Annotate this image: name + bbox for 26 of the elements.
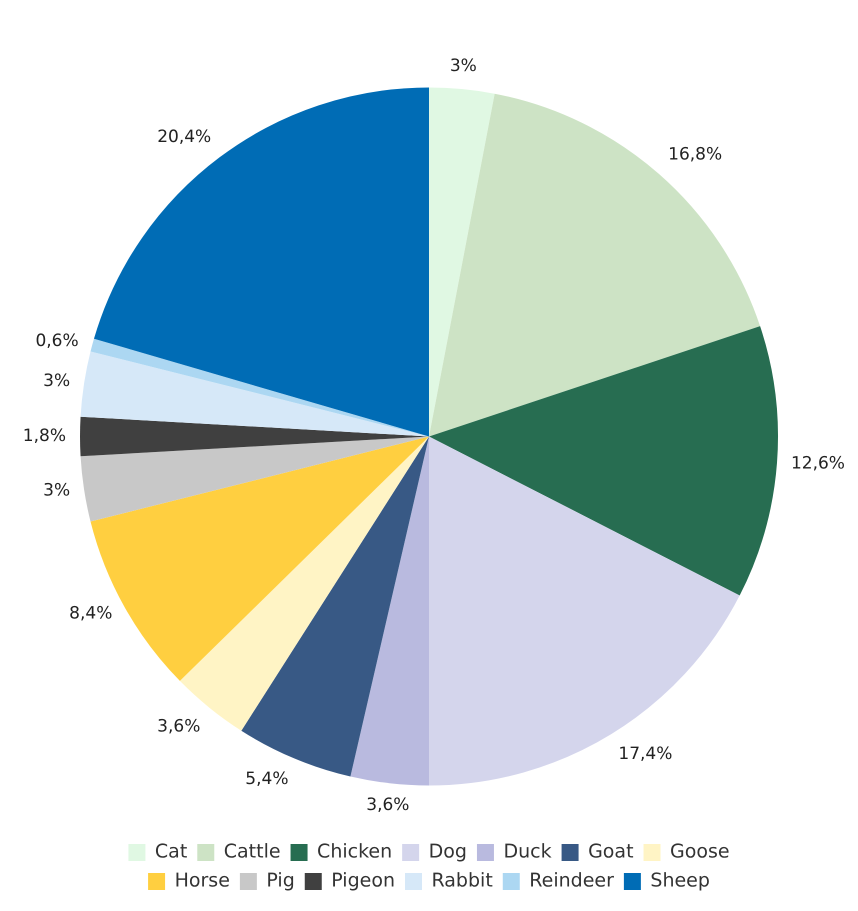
data-label: 0,6% bbox=[35, 330, 79, 351]
legend-label: Horse bbox=[174, 869, 230, 892]
legend-label: Chicken bbox=[317, 840, 392, 862]
data-label: 3% bbox=[43, 480, 70, 501]
data-label: 1,8% bbox=[22, 426, 66, 446]
legend-label: Duck bbox=[503, 840, 552, 862]
data-label: 3,6% bbox=[366, 795, 410, 816]
legend-label: Goat bbox=[588, 840, 634, 862]
legend-label: Goose bbox=[670, 840, 730, 862]
data-label: 3% bbox=[43, 371, 70, 392]
data-label: 17,4% bbox=[618, 744, 672, 764]
legend-label: Cat bbox=[154, 840, 188, 862]
legend-label: Pig bbox=[266, 869, 295, 892]
legend-label: Cattle bbox=[224, 840, 281, 862]
data-label: 3% bbox=[450, 56, 477, 76]
legend-label: Pigeon bbox=[331, 869, 396, 892]
data-label: 16,8% bbox=[668, 144, 722, 164]
legend-label: Rabbit bbox=[432, 869, 493, 892]
data-label: 3,6% bbox=[157, 716, 200, 736]
legend-label: Dog bbox=[428, 840, 467, 862]
data-label: 12,6% bbox=[790, 453, 845, 474]
data-label: 5,4% bbox=[245, 769, 288, 790]
data-label: 20,4% bbox=[157, 127, 212, 148]
legend-label: Reindeer bbox=[529, 869, 614, 892]
data-label: 8,4% bbox=[69, 603, 112, 624]
legend-label: Sheep bbox=[650, 869, 710, 892]
